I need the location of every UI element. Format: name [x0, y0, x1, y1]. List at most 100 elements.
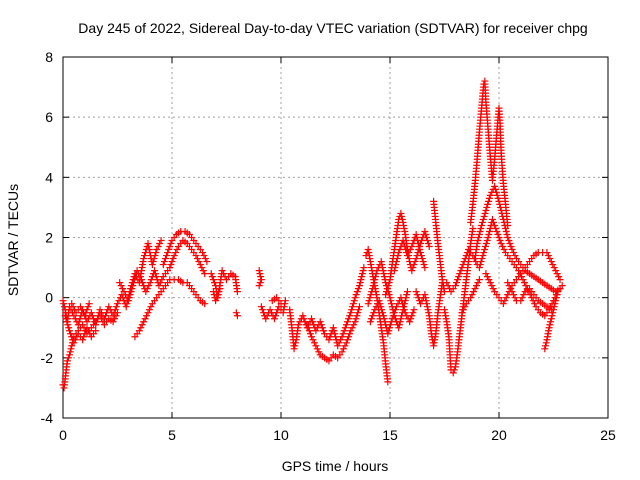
data-point-marker — [421, 227, 429, 235]
data-point-marker — [123, 300, 131, 308]
data-point-marker — [499, 300, 507, 308]
data-point-marker — [459, 306, 467, 314]
data-point-marker — [61, 312, 69, 320]
data-point-marker — [309, 318, 317, 326]
data-point-marker — [214, 291, 222, 299]
data-point-marker — [393, 255, 401, 263]
y-tick-label: 8 — [45, 49, 53, 65]
data-point-marker — [146, 279, 154, 287]
data-point-marker — [338, 348, 346, 356]
data-point-marker — [320, 327, 328, 335]
data-point-marker — [371, 273, 379, 281]
data-point-marker — [484, 234, 492, 241]
data-point-marker — [424, 240, 432, 248]
data-point-marker — [550, 264, 558, 272]
data-point-marker — [166, 243, 174, 251]
data-point-marker — [547, 318, 555, 326]
data-point-marker — [277, 300, 285, 308]
data-point-marker — [382, 291, 390, 299]
data-point-marker — [64, 354, 72, 362]
data-point-marker — [502, 224, 510, 232]
data-point-marker — [306, 330, 314, 338]
data-point-marker — [203, 258, 211, 266]
data-point-marker — [546, 321, 554, 329]
data-point-marker — [161, 255, 169, 263]
data-point-marker — [343, 318, 351, 326]
data-point-marker — [495, 197, 503, 205]
data-point-marker — [399, 237, 407, 245]
data-point-marker — [370, 279, 378, 287]
data-point-marker — [352, 315, 360, 323]
data-point-marker — [417, 252, 425, 260]
data-point-marker — [459, 261, 467, 269]
data-point-marker — [387, 300, 395, 308]
data-point-marker — [393, 303, 401, 311]
data-point-marker — [201, 270, 209, 278]
data-point-marker — [484, 200, 492, 208]
data-point-marker — [334, 342, 342, 350]
data-point-marker — [163, 252, 171, 260]
y-tick-label: 6 — [45, 109, 53, 125]
data-point-marker — [478, 221, 486, 229]
data-point-marker — [233, 288, 241, 296]
data-point-marker — [415, 243, 423, 251]
data-point-marker — [150, 255, 158, 263]
data-point-marker — [325, 336, 333, 344]
data-point-marker — [127, 288, 135, 296]
x-tick-label: 5 — [168, 427, 176, 443]
data-point-marker — [486, 227, 494, 235]
data-point-marker — [149, 258, 157, 266]
x-axis-label: GPS time / hours — [282, 458, 389, 474]
data-point-marker — [482, 270, 490, 278]
data-point-marker — [397, 294, 405, 302]
data-point-marker — [541, 345, 549, 353]
data-point-marker — [481, 243, 489, 251]
data-point-marker — [496, 237, 504, 245]
data-point-marker — [558, 282, 566, 290]
data-point-marker — [139, 279, 147, 287]
data-point-marker — [408, 267, 416, 275]
data-point-marker — [383, 288, 391, 296]
data-point-marker — [504, 279, 512, 287]
data-point-marker — [366, 294, 374, 302]
data-point-marker — [159, 261, 167, 269]
grid — [63, 57, 608, 418]
data-point-marker — [366, 318, 374, 326]
data-point-marker — [215, 288, 223, 296]
data-point-marker — [147, 276, 155, 284]
data-point-marker — [423, 234, 431, 241]
data-point-marker — [346, 312, 354, 320]
data-point-marker — [474, 237, 482, 245]
data-point-marker — [553, 291, 561, 299]
data-point-marker — [378, 261, 386, 269]
data-point-marker — [416, 246, 424, 254]
data-point-marker — [273, 309, 281, 317]
data-point-marker — [384, 282, 392, 290]
data-point-marker — [423, 300, 431, 308]
data-point-marker — [461, 255, 469, 263]
data-point-marker — [507, 285, 515, 293]
data-point-marker — [196, 261, 204, 269]
data-point-marker — [81, 312, 89, 320]
data-point-marker — [198, 264, 206, 272]
data-point-marker — [478, 255, 486, 263]
data-point-marker — [397, 209, 405, 217]
data-point-marker — [199, 249, 207, 257]
data-point-marker — [258, 306, 266, 314]
data-point-marker — [414, 237, 422, 245]
data-point-marker — [330, 327, 338, 335]
data-point-marker — [555, 273, 563, 281]
data-point-marker — [303, 321, 311, 329]
data-point-marker — [137, 276, 145, 284]
data-point-marker — [355, 303, 363, 311]
data-point-marker — [169, 255, 177, 263]
data-point-marker — [483, 237, 491, 245]
data-point-marker — [144, 309, 152, 317]
data-point-marker — [531, 300, 539, 308]
data-point-marker — [66, 351, 74, 359]
data-point-marker — [300, 315, 308, 323]
data-point-marker — [377, 258, 385, 266]
data-point-marker — [553, 270, 561, 278]
data-point-marker — [151, 252, 159, 260]
data-point-marker — [554, 288, 562, 296]
